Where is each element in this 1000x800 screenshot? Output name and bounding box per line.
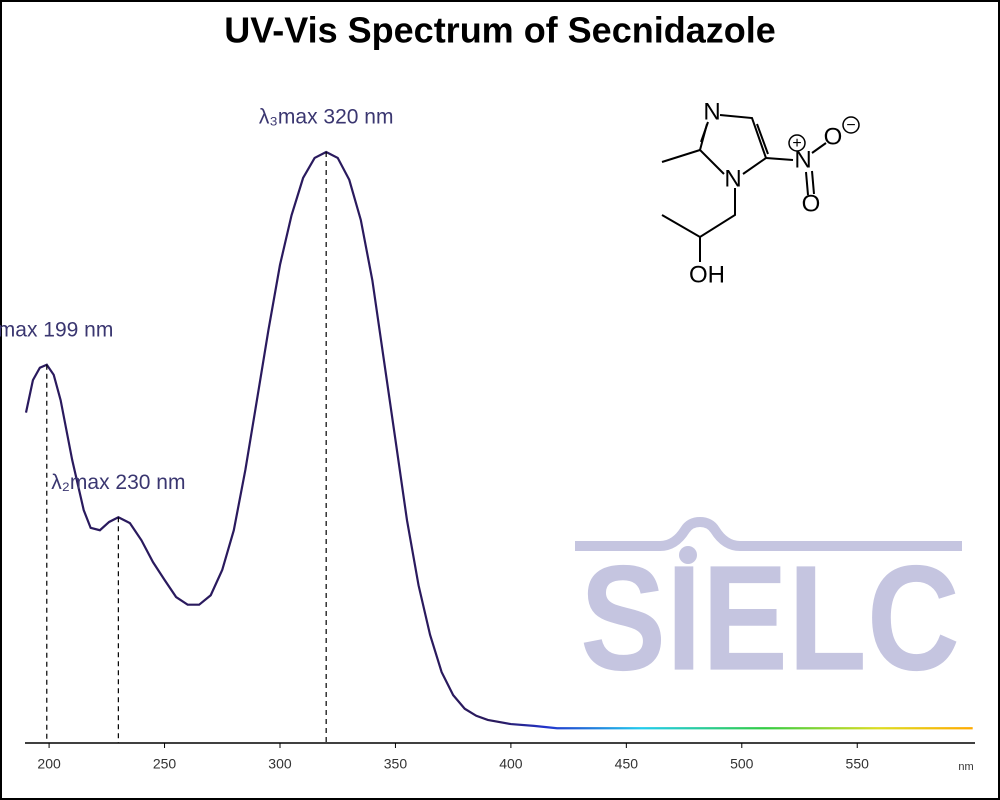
structure-bonds bbox=[661, 114, 827, 262]
charge-label: − bbox=[846, 117, 855, 134]
chart-title: UV-Vis Spectrum of Secnidazole bbox=[224, 10, 776, 51]
atom-label: O bbox=[824, 123, 843, 150]
x-tick-label: 250 bbox=[153, 756, 177, 772]
spectrum-line bbox=[24, 150, 973, 730]
charge-ring bbox=[842, 116, 860, 134]
watermark: SIELC bbox=[580, 534, 960, 702]
peak-label: λ₁max 199 nm bbox=[0, 318, 113, 341]
atom-label: N bbox=[703, 98, 720, 125]
x-axis-label: nm bbox=[958, 761, 973, 773]
peak-label: λ₃max 320 nm bbox=[259, 106, 394, 129]
charge-ring bbox=[788, 134, 806, 152]
peak-label: λ₂max 230 nm bbox=[51, 471, 185, 494]
atom-label: O bbox=[802, 190, 821, 217]
x-tick-label: 350 bbox=[384, 756, 408, 772]
x-tick-label: 400 bbox=[499, 756, 523, 772]
atom-label: N bbox=[794, 146, 811, 173]
watermark-logo bbox=[575, 516, 962, 551]
x-tick-label: 550 bbox=[846, 756, 870, 772]
x-tick-label: 200 bbox=[37, 756, 61, 772]
x-tick-label: 500 bbox=[730, 756, 754, 772]
atom-label: N bbox=[724, 165, 741, 192]
x-tick-label: 300 bbox=[268, 756, 292, 772]
atom-label: OH bbox=[689, 261, 725, 288]
charge-label: + bbox=[792, 135, 801, 152]
x-tick-label: 450 bbox=[615, 756, 639, 772]
watermark-dot bbox=[679, 546, 697, 564]
